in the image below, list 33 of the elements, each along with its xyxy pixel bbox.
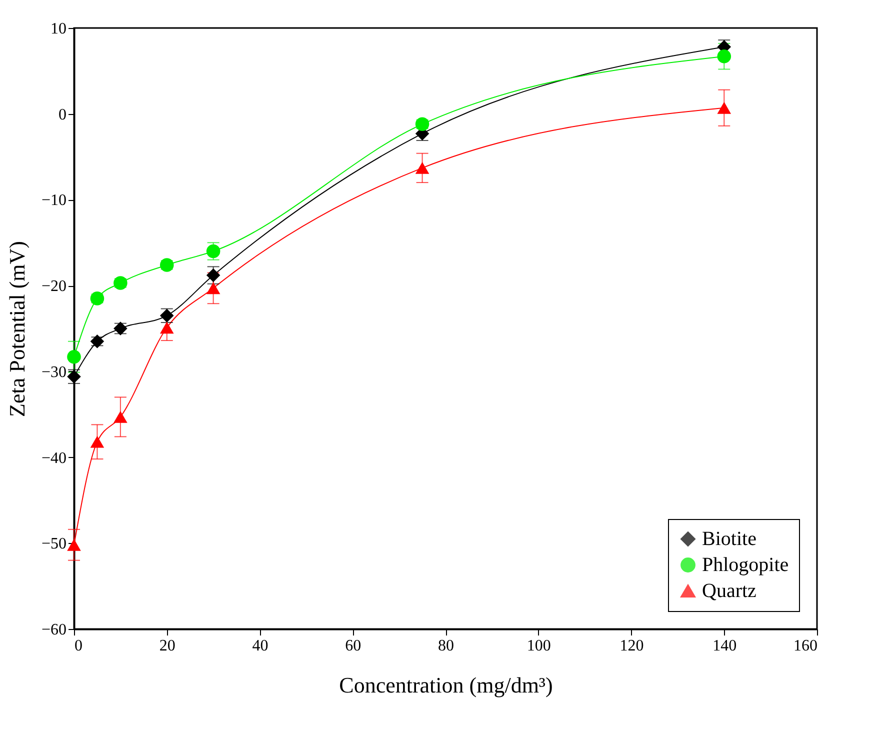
x-tick-label: 120 [620,638,644,654]
point [717,49,732,64]
x-tick-label: 60 [345,638,362,654]
point [90,334,104,348]
x-tick-label: 0 [74,638,82,654]
point [67,350,81,364]
point [114,410,128,423]
point [67,538,81,551]
x-tick-label: 140 [712,638,737,654]
legend-label: Biotite [702,528,757,550]
x-tick-label: 20 [159,638,176,654]
y-tick-label: 0 [58,106,66,124]
y-tick-label: −40 [41,450,66,467]
point [415,162,430,174]
y-tick-label: −30 [41,364,66,381]
point [90,436,104,448]
x-axis-title: Concentration (mg/dm³) [339,672,553,698]
point [415,117,430,132]
point [206,282,220,294]
x-tick-label: 160 [794,638,818,654]
x-tick-label: 40 [252,638,268,654]
legend-label: Phlogopite [702,554,789,576]
point [160,322,174,334]
x-tick-label: 100 [526,638,551,654]
y-axis-title: Zeta Potential (mV) [4,241,30,417]
legend-label: Quartz [702,580,757,602]
y-tick-label: −60 [41,622,66,638]
x-tick-label: 80 [438,638,454,654]
y-tick-label: −50 [41,536,66,553]
point [717,102,732,114]
y-tick-label: 10 [50,20,66,38]
y-tick-label: −10 [41,192,66,210]
y-tick-label: −20 [41,278,66,296]
